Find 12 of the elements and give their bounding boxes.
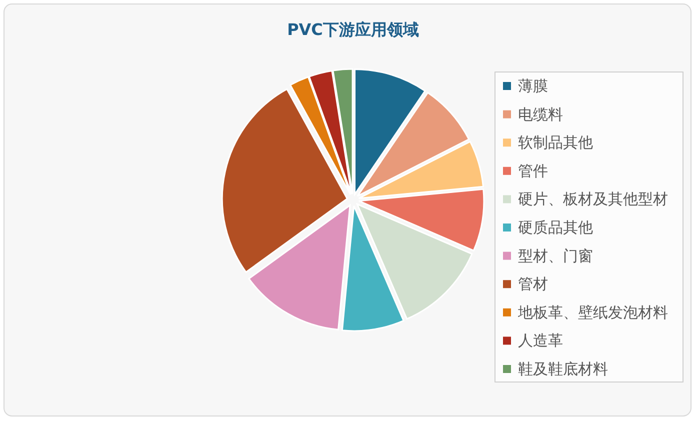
legend-label: 管件 xyxy=(518,162,548,180)
legend-label: 薄膜 xyxy=(518,77,548,95)
legend-label: 人造革 xyxy=(518,332,563,350)
legend-label: 管材 xyxy=(518,275,548,294)
chart-title: PVC下游应用领域 xyxy=(287,20,419,39)
legend-label: 硬片、板材及其他型材 xyxy=(518,190,668,208)
legend-label: 硬质品其他 xyxy=(518,218,593,236)
legend-label: 电缆料 xyxy=(518,105,563,124)
legend-label: 型材、门窗 xyxy=(518,246,593,265)
legend-label: 地板革、壁纸发泡材料 xyxy=(517,303,668,322)
legend-label: 软制品其他 xyxy=(518,134,593,152)
legend-label: 鞋及鞋底材料 xyxy=(518,360,608,378)
